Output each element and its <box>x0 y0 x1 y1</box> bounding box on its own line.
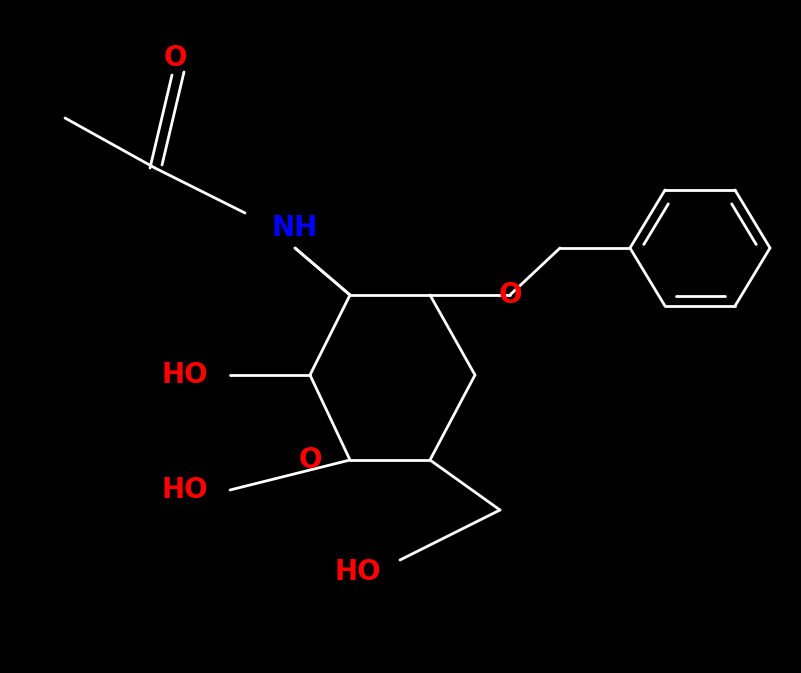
Text: O: O <box>298 446 322 474</box>
Text: O: O <box>498 281 521 309</box>
Text: HO: HO <box>162 476 208 504</box>
Text: NH: NH <box>272 214 318 242</box>
Text: O: O <box>163 44 187 72</box>
Text: HO: HO <box>335 558 381 586</box>
Text: HO: HO <box>162 361 208 389</box>
